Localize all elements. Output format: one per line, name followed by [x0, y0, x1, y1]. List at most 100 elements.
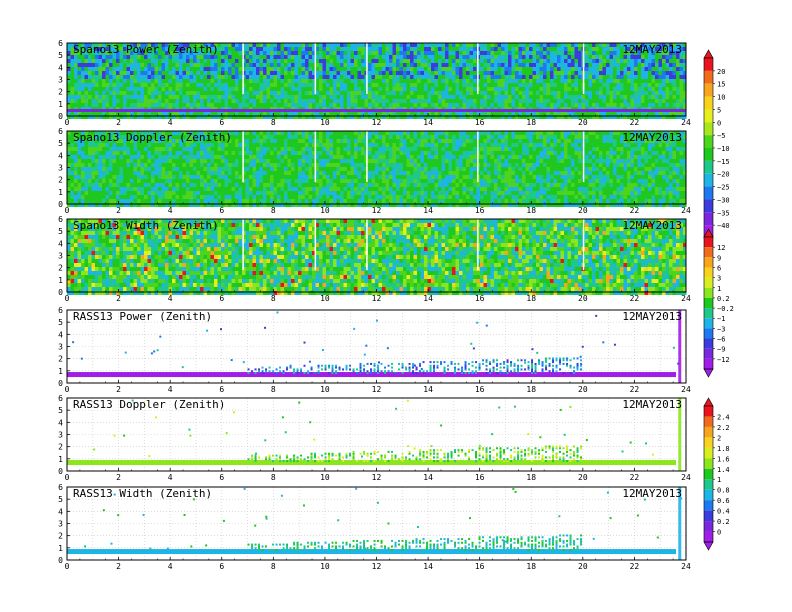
x-tick-label: 2: [116, 473, 121, 482]
field-texture: [67, 131, 687, 207]
colorbar-segment: [704, 58, 713, 71]
colorbar-label: −20: [717, 171, 730, 179]
colorbar-label: 1.6: [717, 455, 730, 463]
y-tick-label: 6: [58, 483, 63, 492]
y-tick-label: 0: [58, 112, 63, 121]
x-tick-label: 16: [475, 118, 485, 127]
colorbar-segment: [704, 479, 713, 490]
colorbar-segment: [704, 406, 713, 417]
panel-date: 12MAY2013: [622, 219, 682, 232]
colorbar-label: −10: [717, 145, 730, 153]
colorbar-segment: [704, 186, 713, 200]
y-tick-label: 4: [58, 151, 63, 160]
colorbar-label: 20: [717, 68, 725, 76]
colorbar-segment: [704, 348, 713, 359]
colorbar-label: 0: [717, 119, 721, 127]
x-tick-label: 10: [320, 294, 330, 303]
colorbar-segment: [704, 468, 713, 480]
x-tick-label: 0: [65, 385, 70, 394]
colorbar-segment: [704, 257, 713, 268]
y-tick-label: 0: [58, 467, 63, 476]
colorbar-segment: [704, 358, 713, 369]
y-tick-label: 5: [58, 406, 63, 415]
y-tick-label: 4: [58, 507, 63, 516]
colorbar-label: −0.2: [717, 305, 734, 313]
colorbar-segment: [704, 318, 713, 329]
y-tick-label: 4: [58, 63, 63, 72]
x-tick-label: 24: [681, 118, 691, 127]
x-tick-label: 24: [681, 385, 691, 394]
colorbar-segment: [704, 437, 713, 448]
colorbar-label: −30: [717, 196, 730, 204]
y-tick-label: 2: [58, 443, 63, 452]
x-tick-label: 6: [219, 206, 224, 215]
colorbar-segment: [704, 521, 713, 532]
colorbar-segment: [704, 173, 713, 187]
x-tick-label: 6: [219, 294, 224, 303]
colorbar-segment: [704, 297, 713, 309]
colorbar-label: −3: [717, 325, 725, 333]
x-tick-label: 8: [271, 294, 276, 303]
x-tick-label: 6: [219, 562, 224, 571]
y-tick-label: 3: [58, 520, 63, 529]
colorbar-c: 2.4 2.2 2 1.8 1.6 1.4 1 0.8 0.6 0.4 0.2 0: [703, 397, 730, 551]
y-tick-label: 5: [58, 495, 63, 504]
y-tick-label: 2: [58, 176, 63, 185]
y-tick-label: 5: [58, 318, 63, 327]
x-tick-label: 20: [578, 118, 588, 127]
panel-title: Spano13 Power (Zenith): [73, 43, 219, 56]
x-tick-label: 8: [271, 473, 276, 482]
x-tick-label: 4: [168, 562, 173, 571]
x-tick-label: 0: [65, 562, 70, 571]
colorbar-segment: [704, 510, 713, 522]
x-tick-label: 16: [475, 385, 485, 394]
colorbar-arrow: [703, 541, 714, 551]
colorbar-label: 1.4: [717, 466, 730, 474]
panel-title: RASS13 Doppler (Zenith): [73, 398, 225, 411]
colorbar-label: −12: [717, 356, 730, 364]
colorbar-segment: [704, 426, 713, 438]
colorbar-a: 20 15 10 5 0 −5 −10 −15 −20 −25 −30 −35 −40: [703, 49, 730, 247]
colorbar-segment: [704, 489, 713, 501]
x-tick-label: 18: [526, 118, 536, 127]
x-tick-label: 18: [526, 294, 536, 303]
colorbar-label: −25: [717, 184, 730, 192]
y-tick-label: 1: [58, 544, 63, 553]
y-tick-label: 3: [58, 252, 63, 261]
y-tick-label: 2: [58, 532, 63, 541]
y-tick-label: 3: [58, 343, 63, 352]
colorbar-label: 9: [717, 254, 721, 262]
y-tick-label: 1: [58, 367, 63, 376]
colorbar-label: 0.8: [717, 487, 730, 495]
colorbar-b: 12 9 6 3 1 0.2 −0.2 −1 −3 −6 −9 −12: [703, 228, 734, 378]
colorbar-label: 0.6: [717, 497, 730, 505]
field-texture: [67, 398, 682, 471]
x-tick-label: 8: [271, 206, 276, 215]
colorbar-label: −35: [717, 209, 730, 217]
x-tick-label: 12: [372, 294, 382, 303]
y-tick-label: 3: [58, 164, 63, 173]
y-tick-label: 6: [58, 127, 63, 136]
field-texture: [67, 487, 683, 560]
x-tick-label: 2: [116, 562, 121, 571]
y-tick-label: 5: [58, 51, 63, 60]
colorbar-segment: [704, 416, 713, 427]
x-tick-label: 20: [578, 473, 588, 482]
colorbars: 20151050−5−10−15−20−25−30−35−401296310.2…: [703, 49, 734, 551]
y-tick-label: 6: [58, 39, 63, 48]
y-tick-label: 4: [58, 239, 63, 248]
x-tick-label: 14: [423, 294, 433, 303]
colorbar-label: 5: [717, 106, 721, 114]
panel-date: 12MAY2013: [622, 131, 682, 144]
panel-title: Spano13 Width (Zenith): [73, 219, 219, 232]
x-tick-label: 0: [65, 473, 70, 482]
colorbar-segment: [704, 135, 713, 148]
panel-title: Spano13 Doppler (Zenith): [73, 131, 232, 144]
colorbar-segment: [704, 96, 713, 110]
y-tick-label: 0: [58, 288, 63, 297]
y-tick-label: 1: [58, 455, 63, 464]
colorbar-segment: [704, 109, 713, 123]
x-tick-label: 20: [578, 385, 588, 394]
x-tick-label: 0: [65, 294, 70, 303]
